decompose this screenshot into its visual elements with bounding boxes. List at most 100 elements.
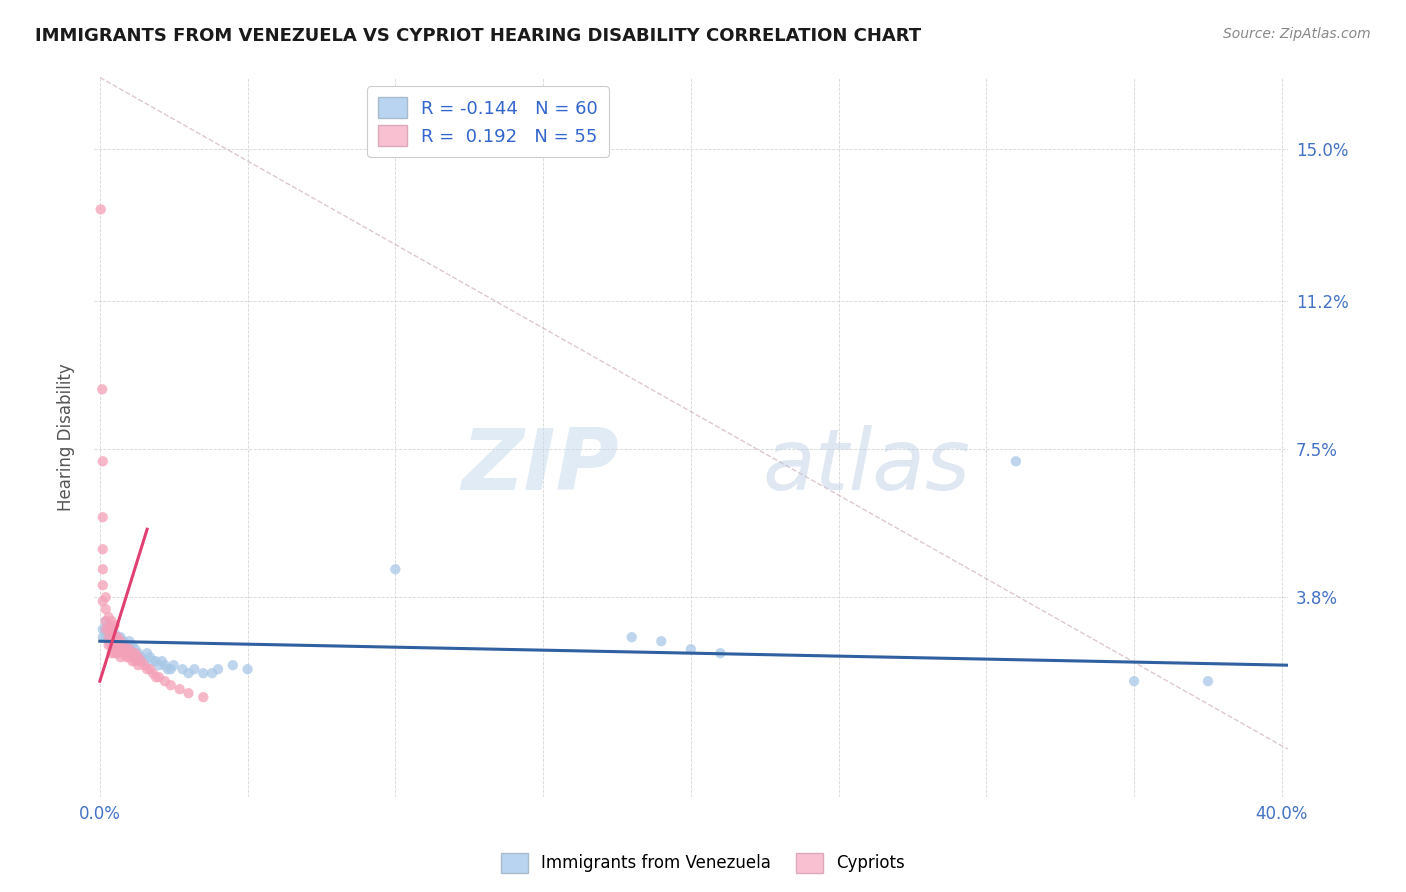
Text: Source: ZipAtlas.com: Source: ZipAtlas.com [1223,27,1371,41]
Point [121,646,143,660]
Point [650,634,672,648]
Point [91,562,114,576]
Point [169,682,191,697]
Point [139,662,162,676]
Point [107,646,129,660]
Point [94,614,117,628]
Point [94,602,117,616]
Text: atlas: atlas [762,425,970,508]
Point [94,591,117,605]
Point [124,642,146,657]
Point [139,650,162,665]
Point [159,678,181,692]
Point [107,630,129,644]
Point [115,646,138,660]
Point [91,542,114,557]
Point [172,662,194,676]
Point [94,622,117,636]
Point [97,638,120,652]
Point [104,646,127,660]
Point [620,630,643,644]
Point [100,622,122,636]
Point [91,454,114,468]
Point [177,686,200,700]
Point [110,642,132,657]
Point [107,646,129,660]
Point [148,670,170,684]
Point [201,666,224,681]
Point [97,622,120,636]
Point [136,662,159,676]
Point [118,642,141,657]
Point [127,646,149,660]
Point [90,202,112,217]
Legend: Immigrants from Venezuela, Cypriots: Immigrants from Venezuela, Cypriots [495,847,911,880]
Point [107,630,129,644]
Point [94,622,117,636]
Point [127,654,149,668]
Point [97,618,120,632]
Point [129,654,152,668]
Point [159,662,181,676]
Point [91,622,114,636]
Point [142,666,165,681]
Point [110,642,132,657]
Point [104,626,127,640]
Point [104,642,127,657]
Point [115,650,138,665]
Point [163,658,186,673]
Point [134,658,156,673]
Point [100,614,122,628]
Point [124,654,146,668]
Point [100,622,122,636]
Point [97,634,120,648]
Point [110,634,132,648]
Point [236,662,259,676]
Point [110,630,132,644]
Point [142,654,165,668]
Point [94,630,117,644]
Text: ZIP: ZIP [461,425,619,508]
Point [100,630,122,644]
Point [112,646,135,660]
Point [100,646,122,660]
Point [112,638,135,652]
Point [134,654,156,668]
Point [118,642,141,657]
Point [104,634,127,648]
Point [679,642,702,657]
Point [118,634,141,648]
Point [150,654,173,668]
Point [384,562,406,576]
Point [104,630,127,644]
Point [148,658,170,673]
Point [124,650,146,665]
Point [129,650,152,665]
Point [100,638,122,652]
Point [153,674,176,689]
Point [100,630,122,644]
Point [107,638,129,652]
Point [104,638,127,652]
Point [112,642,135,657]
Y-axis label: Hearing Disability: Hearing Disability [58,363,75,511]
Point [183,662,205,676]
Point [97,626,120,640]
Point [91,578,114,592]
Point [91,594,114,608]
Point [222,658,245,673]
Point [100,638,122,652]
Point [91,630,114,644]
Point [112,634,135,648]
Point [110,650,132,665]
Point [97,630,120,644]
Point [193,690,215,705]
Point [121,638,143,652]
Point [145,654,167,668]
Point [153,658,176,673]
Legend: R = -0.144   N = 60, R =  0.192   N = 55: R = -0.144 N = 60, R = 0.192 N = 55 [367,87,609,157]
Point [118,650,141,665]
Point [94,614,117,628]
Point [110,638,132,652]
Point [709,646,731,660]
